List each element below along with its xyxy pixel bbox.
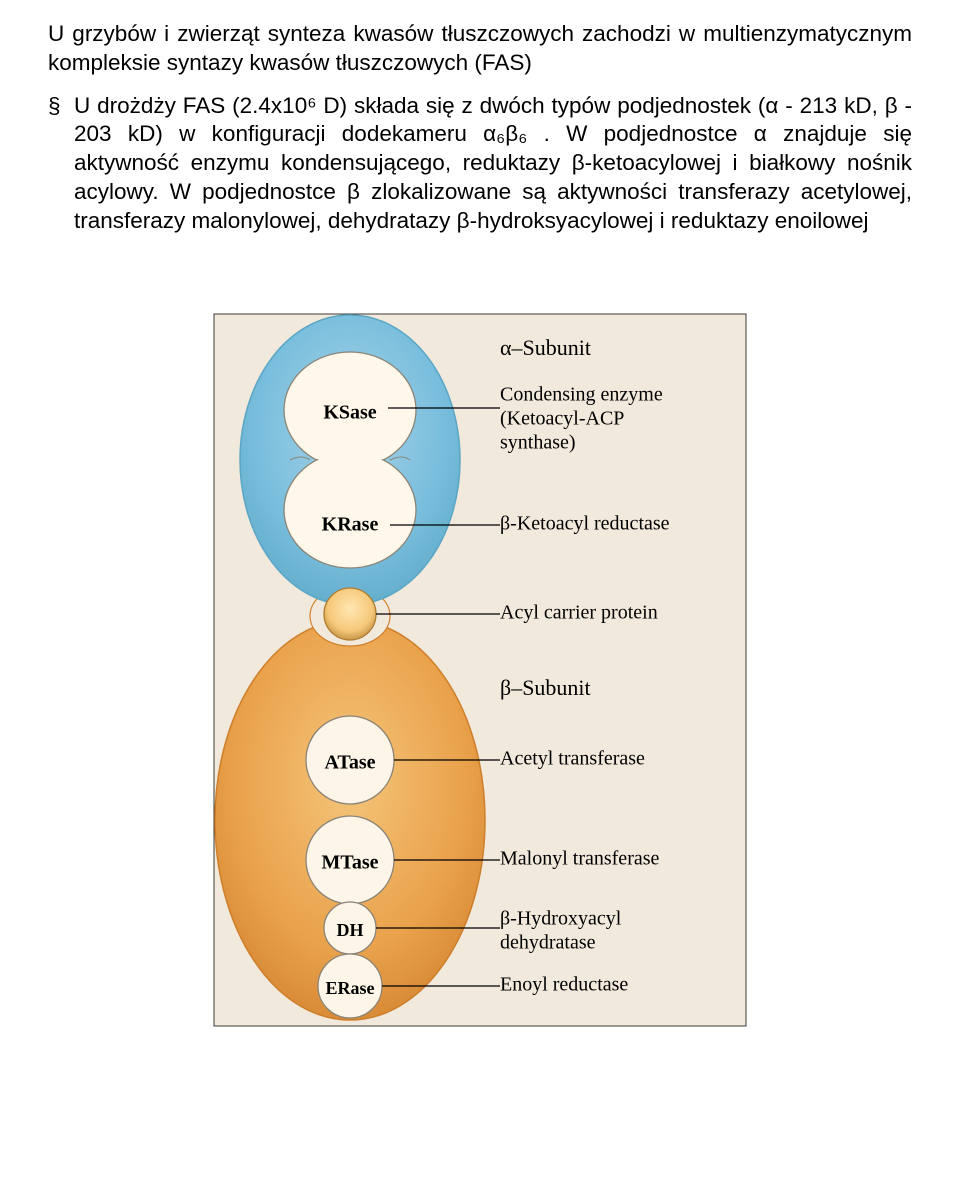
- svg-text:MTase: MTase: [321, 851, 378, 873]
- svg-text:α–Subunit: α–Subunit: [500, 335, 591, 360]
- paragraph-2: U drożdży FAS (2.4x10⁶ D) składa się z d…: [74, 92, 912, 236]
- bullet-item: § U drożdży FAS (2.4x10⁶ D) składa się z…: [48, 92, 912, 236]
- svg-text:ATase: ATase: [324, 751, 375, 773]
- svg-text:Condensing enzyme: Condensing enzyme: [500, 383, 663, 405]
- fas-diagram: KSase KRase ATase MTase DH ERase α–Subunit Cond…: [48, 300, 912, 1040]
- svg-text:ERase: ERase: [326, 978, 375, 998]
- svg-text:Acyl carrier protein: Acyl carrier protein: [500, 601, 658, 623]
- svg-text:Enoyl reductase: Enoyl reductase: [500, 973, 628, 995]
- svg-text:KRase: KRase: [322, 513, 379, 535]
- svg-text:DH: DH: [337, 920, 364, 940]
- page: U grzybów i zwierząt synteza kwasów tłus…: [0, 0, 960, 1080]
- paragraph-1: U grzybów i zwierząt synteza kwasów tłus…: [48, 20, 912, 78]
- svg-text:β-Hydroxyacyl: β-Hydroxyacyl: [500, 907, 622, 929]
- svg-text:β–Subunit: β–Subunit: [500, 675, 591, 700]
- svg-text:synthase): synthase): [500, 431, 576, 453]
- svg-text:KSase: KSase: [323, 401, 376, 423]
- svg-text:dehydratase: dehydratase: [500, 931, 596, 953]
- fas-diagram-svg: KSase KRase ATase MTase DH ERase α–Subunit Cond…: [200, 300, 760, 1040]
- svg-text:(Ketoacyl-ACP: (Ketoacyl-ACP: [500, 407, 624, 429]
- svg-text:Acetyl transferase: Acetyl transferase: [500, 747, 645, 769]
- svg-text:β-Ketoacyl reductase: β-Ketoacyl reductase: [500, 512, 670, 534]
- bullet-marker: §: [48, 92, 74, 121]
- svg-text:Malonyl transferase: Malonyl transferase: [500, 847, 660, 869]
